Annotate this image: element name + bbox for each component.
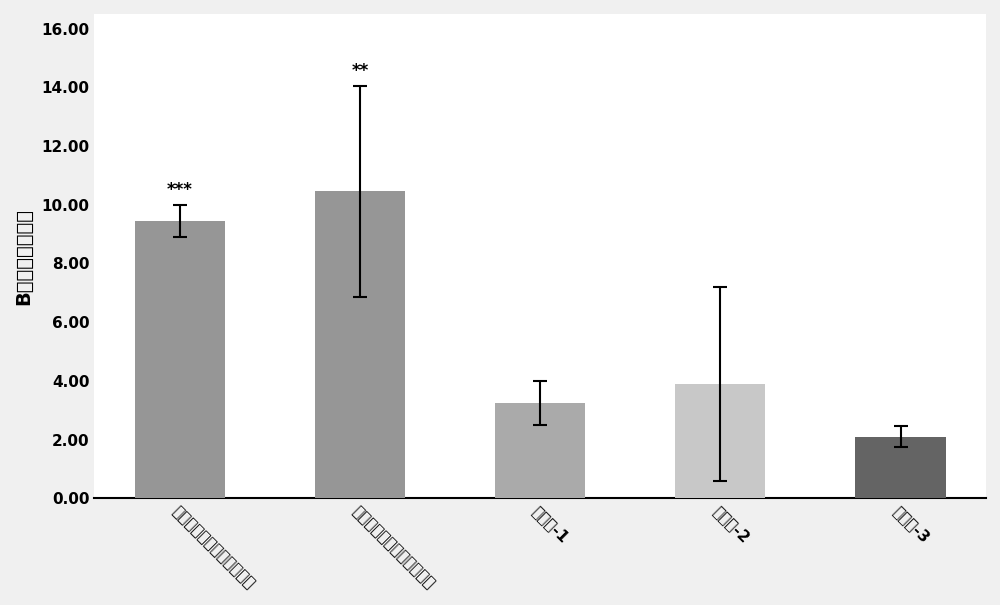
Bar bbox=[495, 403, 585, 498]
Bar bbox=[675, 384, 765, 498]
Text: **: ** bbox=[351, 62, 369, 80]
Bar bbox=[315, 191, 405, 498]
Text: ***: *** bbox=[167, 181, 193, 199]
Bar bbox=[855, 437, 946, 498]
Bar bbox=[135, 221, 225, 498]
Y-axis label: B细胞数量百分比: B细胞数量百分比 bbox=[14, 208, 33, 304]
